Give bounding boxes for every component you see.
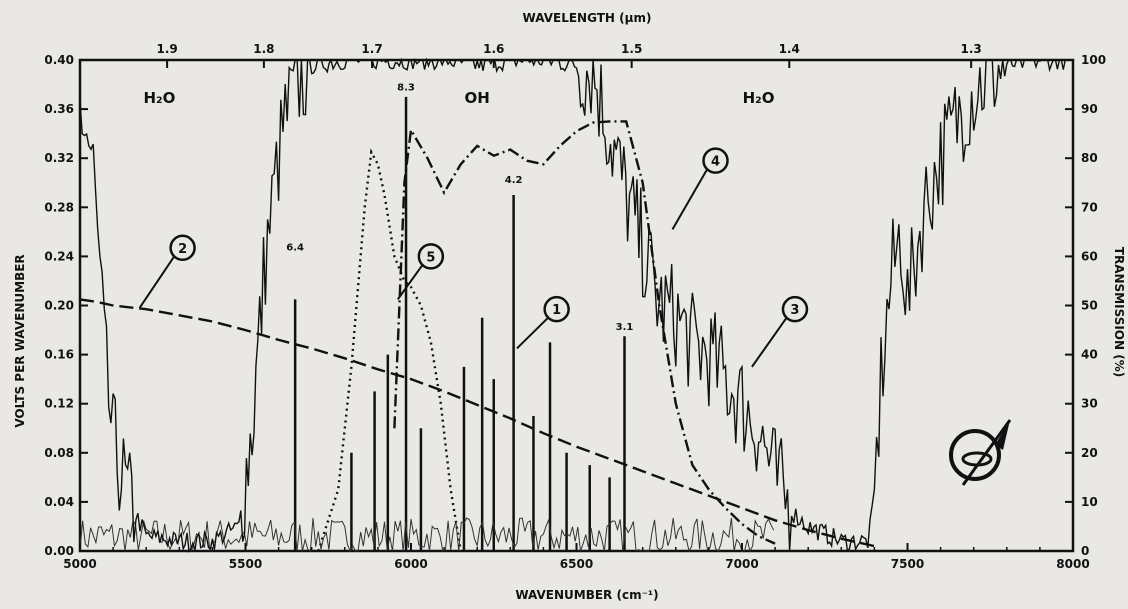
series-4-dash-dot [393,120,776,545]
x-tick-label: 5000 [63,557,96,571]
y2-tick-label: 50 [1081,299,1098,313]
callout-number: 2 [178,242,187,257]
x-tick-label: 6000 [394,557,427,571]
y-tick-label: 0.04 [44,495,74,509]
x-tick-label: 5500 [229,557,262,571]
callout-leader [396,263,424,300]
peak-label: 3.1 [616,322,634,333]
callout-leader [516,316,550,350]
peak-label: 8.3 [397,83,415,94]
peak-label: 6.4 [286,242,304,253]
x-tick-label: 7500 [891,557,924,571]
axes-layer: 5000 5500 6000 6500 7000 7500 80000.000.040.08… [44,42,1106,571]
callout-number: 1 [552,303,561,318]
series-layer [79,57,1073,553]
y2-tick-label: 0 [1081,544,1089,558]
y2-axis-title: TRANSMISSION (%) [1112,247,1126,377]
wavelength-tick-label: 1.7 [361,42,382,56]
y-axis-title: VOLTS PER WAVENUMBER [13,254,27,427]
series-2-dashed [79,298,875,548]
y-tick-label: 0.12 [44,397,74,411]
callout-leader [751,316,788,368]
y2-tick-label: 30 [1081,397,1098,411]
y-tick-label: 0.20 [44,299,74,313]
y2-tick-label: 90 [1081,102,1098,116]
callout-number: 4 [711,155,720,170]
series-3-transmission [79,57,1073,553]
callout-number: 5 [426,250,435,265]
x-axis-title: WAVENUMBER (cm⁻¹) [515,588,658,602]
annotation-layer: H₂O OH H₂O 8.3 4.2 6.4 3.1 1 2 3 4 5 [138,83,809,368]
plot-border [78,58,1075,553]
top-axis-title: WAVELENGTH (μm) [523,11,652,25]
logo-emblem [949,419,1012,486]
wavelength-tick-label: 1.6 [483,42,504,56]
wavelength-tick-label: 1.4 [779,42,800,56]
region-label: H₂O [144,89,176,107]
y2-tick-label: 100 [1081,53,1106,67]
series-1-baseline [79,517,775,553]
y2-tick-label: 40 [1081,348,1098,362]
y2-tick-label: 60 [1081,249,1098,263]
y-tick-label: 0.00 [44,544,74,558]
x-tick-label: 7000 [725,557,758,571]
wavelength-tick-label: 1.5 [621,42,642,56]
wavelength-tick-label: 1.3 [961,42,982,56]
series-5-dotted [317,148,462,552]
y2-tick-label: 70 [1081,200,1098,214]
y-tick-label: 0.08 [44,446,74,460]
callout-number: 3 [790,303,799,318]
x-tick-label: 8000 [1056,557,1089,571]
y-tick-label: 0.24 [44,249,74,263]
callout-circle [169,234,196,262]
region-label: OH [465,89,490,107]
y2-tick-label: 80 [1081,151,1098,165]
y-tick-label: 0.36 [44,102,74,116]
y-tick-label: 0.40 [44,53,74,67]
y-tick-label: 0.32 [44,151,74,165]
callout-circle [417,243,445,270]
callout-leader [671,168,709,230]
region-label: H₂O [743,89,775,107]
callout-circle [543,295,570,323]
callout-circle [702,147,729,174]
peak-label: 4.2 [505,175,523,186]
callout-circle [781,295,809,323]
plot-frame [78,58,1075,553]
y2-tick-label: 10 [1081,495,1098,509]
wavelength-tick-label: 1.8 [253,42,274,56]
x-tick-label: 6500 [560,557,593,571]
callout-leader [138,255,176,309]
y-tick-label: 0.28 [44,200,74,214]
wavelength-tick-label: 1.9 [156,42,177,56]
y2-tick-label: 20 [1081,446,1098,460]
y-tick-label: 0.16 [44,348,74,362]
